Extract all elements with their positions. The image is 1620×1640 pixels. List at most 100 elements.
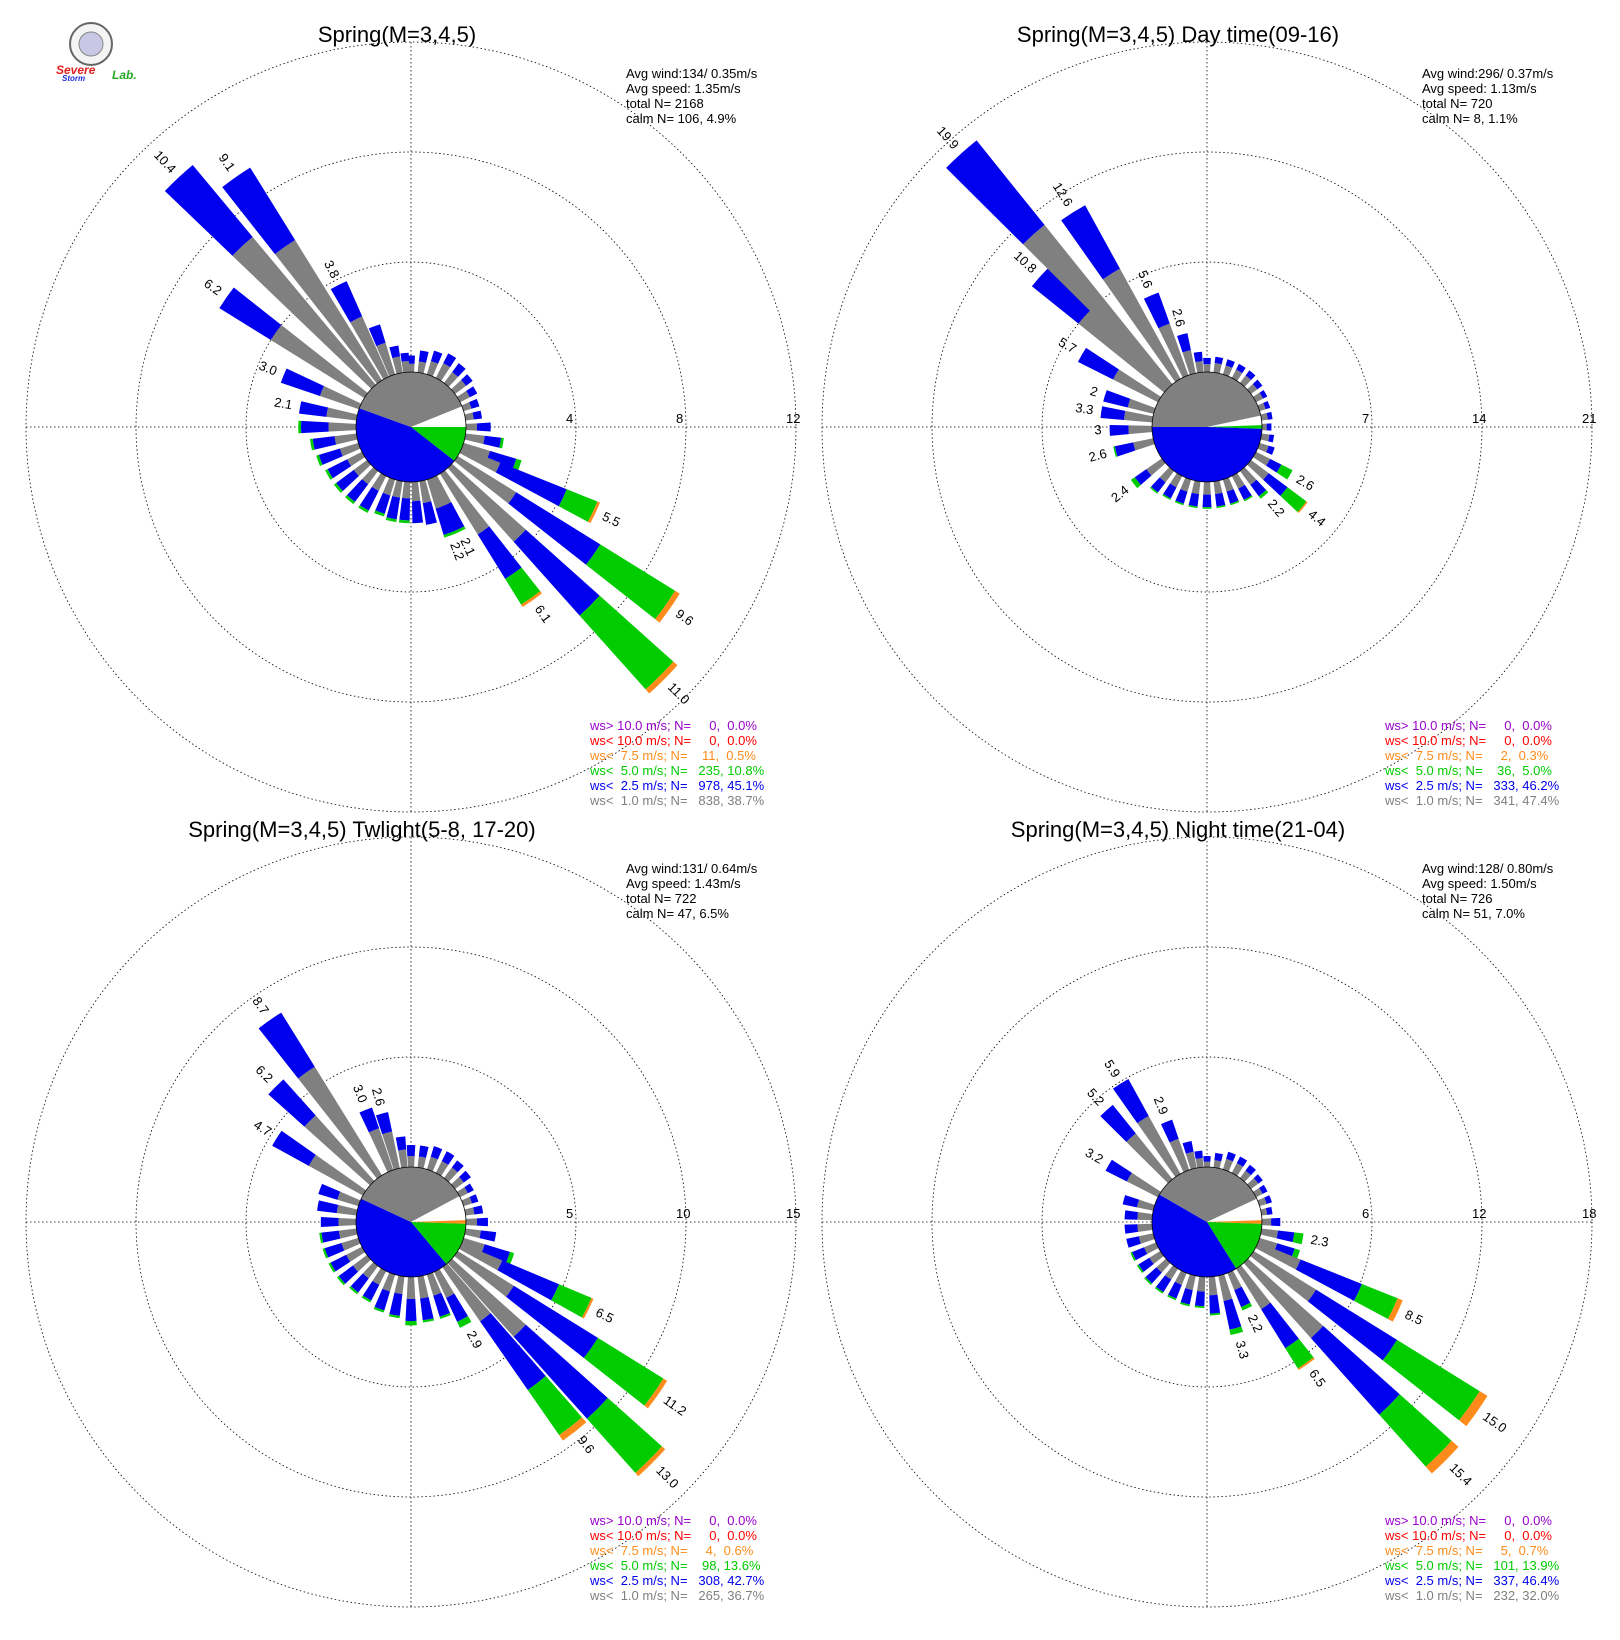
legend-entry: ws< 7.5 m/s; N= 11, 0.5%: [589, 748, 756, 763]
windrose-bar-segment: [361, 1295, 372, 1303]
windrose-bar-segment: [316, 454, 323, 467]
windrose-bar-segment: [443, 353, 457, 368]
ring-label: 10: [676, 1206, 690, 1221]
windrose-bar-segment: [1285, 1338, 1314, 1369]
windrose-bar-segment: [338, 1265, 359, 1284]
windrose-bar-segment: [1239, 467, 1257, 485]
windrose-bar-segment: [645, 661, 678, 694]
windrose-bar-segment: [513, 1324, 608, 1419]
windrose-bar-segment: [480, 1313, 546, 1391]
windrose-bar-segment: [1137, 1223, 1153, 1232]
windrose-bar-segment: [1149, 486, 1159, 494]
legend-entry: ws> 10.0 m/s; N= 0, 0.0%: [589, 1513, 757, 1528]
windrose-bar-segment: [655, 590, 680, 623]
calm-pie-slice: [411, 427, 466, 461]
windrose-bar-segment: [1112, 1079, 1149, 1124]
windrose-bar-segment: [1102, 268, 1181, 383]
windrose-bar-segment: [1137, 1212, 1153, 1221]
windrose-bar-segment: [472, 410, 482, 420]
windrose-bar-segment: [417, 1156, 427, 1169]
bar-data-label: 2.1: [457, 535, 478, 558]
windrose-bar-segment: [1261, 1218, 1272, 1226]
windrose-bar-segment: [1214, 1152, 1223, 1162]
windrose-bar-segment: [402, 481, 411, 499]
windrose-bar-segment: [359, 1107, 380, 1133]
windrose-bar-segment: [586, 544, 676, 620]
windrose-bar-segment: [322, 1248, 329, 1259]
windrose-bar-segment: [411, 481, 421, 502]
windrose-bar-segment: [1253, 1174, 1263, 1184]
windrose-bar-segment: [1263, 400, 1271, 410]
windrose-bar-segment: [309, 438, 315, 451]
windrose-bar-segment: [1260, 433, 1270, 442]
windrose-bar-segment: [338, 1217, 357, 1227]
windrose-bar-segment: [222, 167, 296, 255]
windrose-bar-segment: [320, 1216, 339, 1228]
windrose-bar-segment: [318, 1183, 341, 1200]
windrose-bar-segment: [452, 363, 466, 377]
windrose-bar-segment: [1031, 267, 1091, 324]
windrose-bar-segment: [219, 287, 282, 341]
bar-data-label: 3.3: [1233, 1339, 1252, 1360]
windrose-bar-segment: [401, 361, 410, 373]
windrose-bar-segment: [508, 492, 601, 565]
bar-data-label: 4.7: [251, 1117, 274, 1139]
severe-storm-lab-logo: Severe Storm Lab.: [56, 22, 137, 83]
calm-pie-slice: [411, 372, 462, 427]
windrose-bar-segment: [447, 463, 526, 542]
windrose-bar-segment: [412, 500, 424, 524]
legend-entry: ws< 7.5 m/s; N= 4, 0.6%: [589, 1543, 754, 1558]
windrose-bar-segment: [353, 459, 371, 476]
windrose-bar-segment: [521, 591, 542, 607]
stats-avg-wind: Avg wind:296/ 0.37m/s: [1422, 66, 1554, 81]
windrose-bar-segment: [333, 483, 343, 493]
bar-data-label: 2.1: [273, 394, 293, 412]
windrose-panel-2: 7 14 212.64.42.22.42.633.325.710.819.912.6…: [821, 22, 1596, 813]
legend-entry: ws< 5.0 m/s; N= 36, 5.0%: [1384, 763, 1552, 778]
windrose-bar-segment: [1230, 500, 1240, 506]
windrose-bar-segment: [1185, 1151, 1197, 1170]
legend-entry: ws< 5.0 m/s; N= 98, 13.6%: [589, 1558, 761, 1573]
windrose-bar-segment: [1194, 1305, 1205, 1309]
windrose-bar-segment: [513, 529, 600, 616]
windrose-bar-segment: [1197, 1276, 1206, 1292]
windrose-bar-segment: [527, 1375, 582, 1436]
windrose-bar-segment: [1215, 492, 1226, 507]
windrose-bar-segment: [301, 420, 329, 434]
windrose-bar-segment: [1168, 1281, 1182, 1299]
windrose-bar-segment: [298, 420, 302, 434]
windrose-bar-segment: [334, 433, 358, 445]
windrose-bar-segment: [1297, 1357, 1315, 1371]
windrose-bar-segment: [373, 1306, 385, 1313]
windrose-bar-segment: [1145, 1267, 1162, 1284]
windrose-bar-segment: [551, 1284, 592, 1318]
windrose-bar-segment: [1130, 477, 1141, 489]
windrose-bar-segment: [336, 469, 359, 492]
panel-title: Spring(M=3,4,5): [318, 22, 476, 47]
windrose-bar-segment: [1195, 361, 1204, 373]
bar-data-label: 3.0: [350, 1082, 371, 1104]
windrose-bar-segment: [382, 477, 396, 496]
windrose-bar-segment: [1126, 1172, 1161, 1198]
windrose-bar-segment: [1203, 1161, 1211, 1168]
legend-entry: ws< 2.5 m/s; N= 337, 46.4%: [1384, 1573, 1560, 1588]
windrose-bar-segment: [1159, 467, 1175, 483]
bar-data-label: 11.0: [665, 679, 693, 707]
windrose-bar-segment: [1124, 1210, 1139, 1220]
calm-pie-slice: [1207, 1198, 1262, 1222]
bar-data-label: 3.3: [1074, 400, 1094, 417]
bar-data-label: 2.6: [369, 1086, 388, 1107]
bar-data-label: 3.0: [257, 358, 279, 379]
windrose-bar-segment: [1177, 333, 1191, 353]
windrose-bar-segment: [1264, 1195, 1272, 1204]
windrose-bar-segment: [1078, 309, 1169, 393]
windrose-bar-segment: [435, 505, 456, 535]
bar-data-label: 2.3: [1309, 1232, 1329, 1250]
stats-calm-n: calm N= 51, 7.0%: [1422, 906, 1525, 921]
windrose-bar-segment: [389, 1292, 403, 1316]
windrose-bar-segment: [1126, 1133, 1173, 1184]
windrose-bar-segment: [1231, 1163, 1244, 1176]
windrose-bar-segment: [385, 517, 397, 523]
windrose-bar-segment: [1425, 1440, 1459, 1474]
windrose-bar-segment: [1182, 1140, 1194, 1154]
